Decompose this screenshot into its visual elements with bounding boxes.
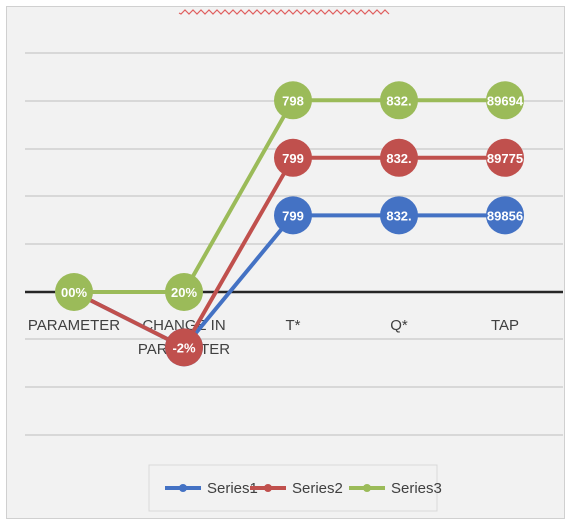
legend-marker bbox=[363, 484, 371, 492]
data-point bbox=[165, 273, 203, 311]
data-point bbox=[165, 328, 203, 367]
data-label: 798 bbox=[282, 93, 304, 108]
squiggle-decoration bbox=[178, 9, 390, 15]
data-label: 832. bbox=[386, 93, 411, 108]
data-point bbox=[274, 81, 312, 120]
data-label: 832. bbox=[386, 151, 411, 166]
legend-label-3: Series3 bbox=[391, 480, 442, 497]
data-label: 00% bbox=[61, 285, 87, 300]
data-point bbox=[274, 138, 312, 177]
data-point bbox=[486, 81, 524, 120]
data-label: 89775 bbox=[487, 151, 523, 166]
data-label: 20% bbox=[171, 285, 197, 300]
data-label: 799 bbox=[282, 151, 304, 166]
data-point bbox=[380, 196, 418, 235]
category-label: PARAMETER bbox=[28, 317, 120, 334]
data-label: 89856 bbox=[487, 208, 523, 223]
data-label: -2% bbox=[172, 340, 196, 355]
legend-marker bbox=[264, 484, 272, 492]
legend: Series1 Series2 Series3 bbox=[148, 464, 442, 512]
data-label: 832. bbox=[386, 208, 411, 223]
legend-marker bbox=[179, 484, 187, 492]
legend-label-1: Series1 bbox=[207, 480, 258, 497]
title-placeholder-squiggle bbox=[178, 9, 390, 15]
legend-label-2: Series2 bbox=[292, 480, 343, 497]
data-point bbox=[55, 273, 93, 311]
category-label: T* bbox=[286, 317, 301, 334]
data-label: 799 bbox=[282, 208, 304, 223]
data-markers: -2%799832.89856-2%799832.8977500%20%7988… bbox=[55, 81, 524, 367]
data-point bbox=[486, 196, 524, 235]
data-point bbox=[274, 196, 312, 235]
data-point bbox=[380, 81, 418, 120]
category-label: Q* bbox=[390, 317, 408, 334]
data-point bbox=[486, 138, 524, 177]
data-point bbox=[380, 138, 418, 177]
category-label: TAP bbox=[491, 317, 519, 334]
data-label: 89694 bbox=[487, 93, 524, 108]
